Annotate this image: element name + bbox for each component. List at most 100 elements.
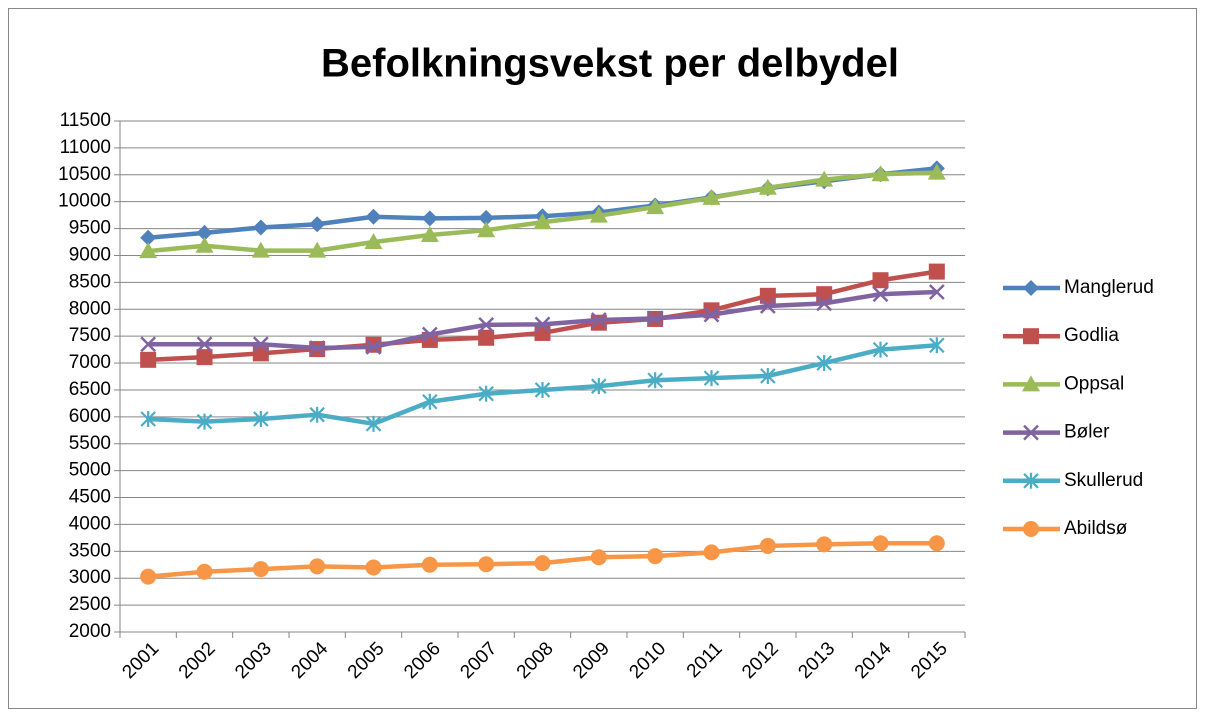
marker [140,351,157,368]
marker [252,345,269,362]
marker [590,312,607,328]
y-tick-label: 4000 [69,513,111,534]
marker [871,165,890,182]
marker [928,284,945,300]
marker [646,198,665,215]
marker [196,224,213,241]
y-tick-label: 8500 [69,271,111,292]
marker [1023,472,1039,489]
y-tick-label: 2000 [69,621,111,642]
y-tick-label: 9500 [69,218,111,239]
legend-label: Godlia [1064,325,1119,346]
marker [929,337,945,354]
chart-title: Befolkningsvekst per delbydel [321,42,899,86]
marker [420,226,439,243]
marker [477,221,496,238]
marker [309,216,326,233]
marker [364,233,383,250]
y-tick-label: 9000 [69,244,111,265]
y-tick-label: 3500 [69,540,111,561]
marker [759,537,776,554]
marker [759,298,776,314]
y-tick-label: 10000 [58,191,111,212]
marker [252,561,269,578]
marker [816,286,833,303]
y-tick-label: 10500 [58,164,111,185]
marker [647,310,664,327]
marker [816,295,833,312]
marker [421,326,438,343]
marker [590,314,607,331]
marker [196,349,213,366]
marker [1023,424,1039,441]
marker [1023,280,1039,296]
marker [365,339,382,355]
y-tick-label: 3000 [69,567,111,588]
marker [647,548,664,565]
marker [589,206,608,223]
marker [534,316,551,333]
y-tick-label: 4500 [69,487,111,508]
marker [251,241,270,258]
marker [872,286,889,303]
marker [872,535,889,552]
marker [759,287,776,304]
y-tick-label: 7000 [69,352,111,373]
marker [534,381,551,398]
marker [534,324,551,341]
marker [647,372,663,389]
marker [1023,521,1039,537]
marker [702,188,721,205]
marker [534,555,551,572]
marker [140,336,157,353]
marker [253,410,269,427]
marker [196,563,213,580]
marker [309,340,326,356]
marker [590,549,607,566]
marker [928,535,945,552]
y-tick-label: 5000 [69,460,111,481]
legend-label: Manglerud [1064,277,1154,298]
marker [703,370,720,387]
marker [309,406,325,423]
y-tick-label: 11500 [60,110,111,131]
marker [815,170,834,187]
marker [478,316,495,333]
marker [928,263,945,280]
marker [365,559,382,576]
marker [365,208,382,225]
legend-label: Bøler [1064,422,1110,443]
marker [872,341,889,358]
marker [309,558,326,575]
marker [758,178,777,195]
marker [421,210,438,227]
y-tick-label: 5500 [69,433,111,454]
marker [591,378,607,395]
marker [816,536,833,553]
marker [421,556,438,573]
marker [139,242,158,259]
marker [478,556,495,573]
marker [533,213,552,230]
marker [195,236,214,253]
marker [140,229,157,246]
y-tick-label: 2500 [69,594,111,615]
marker [1022,375,1040,392]
marker [478,329,495,346]
marker [422,393,438,410]
marker [308,241,327,258]
y-tick-label: 6500 [69,379,111,400]
marker [196,413,213,430]
y-tick-label: 8000 [69,298,111,319]
marker [140,568,157,585]
legend-label: Skullerud [1064,470,1143,491]
marker [760,367,776,384]
y-tick-label: 6000 [69,406,111,427]
marker [872,272,889,289]
marker [703,544,720,561]
marker [478,385,494,402]
marker [1023,328,1039,345]
marker [140,410,156,427]
y-tick-label: 7500 [69,325,111,346]
